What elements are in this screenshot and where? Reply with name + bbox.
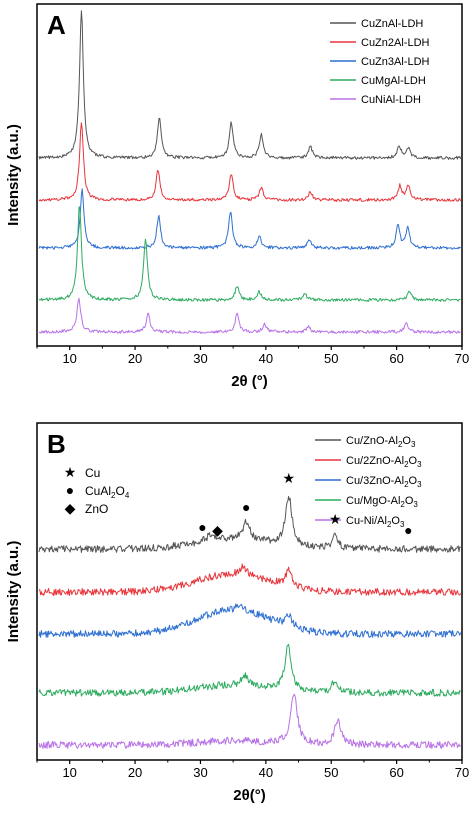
series-legend: CuZnAl-LDH CuZn2Al-LDH CuZn3Al-LDH CuMgAl-L… [330, 18, 430, 106]
series-line-2 [38, 563, 462, 596]
peak-marker: ◆ [212, 522, 223, 538]
series-line-3 [38, 603, 462, 638]
legend-text: Cu/2ZnO-Al [346, 455, 404, 467]
x-tick-label: 70 [455, 765, 469, 780]
legend-subscript: 3 [417, 480, 422, 489]
phase-legend: ★ Cu ● CuAl2O4 ◆ ZnO [64, 464, 130, 516]
phase-symbol: ★ [64, 464, 77, 480]
plot-frame [36, 3, 463, 347]
legend-subscript: 2 [404, 480, 409, 489]
legend-label: Cu/ZnO-Al2O3 [346, 435, 416, 449]
legend-label: CuZn3Al-LDH [361, 56, 430, 68]
legend-subscript: 3 [411, 440, 416, 449]
x-tick-label: 70 [455, 351, 469, 366]
phase-text: ZnO [85, 502, 108, 516]
legend-text: Cu/MgO-Al [346, 495, 400, 507]
x-tick-label: 30 [193, 351, 207, 366]
legend-subscript: 2 [398, 440, 403, 449]
series-line-2 [38, 122, 462, 202]
peak-marker: ★ [282, 470, 295, 486]
legend-text: Cu/ZnO-Al [346, 435, 398, 447]
legend-label: CuNiAl-LDH [361, 94, 421, 106]
legend-subscript: 3 [417, 460, 422, 469]
series-line-4 [38, 206, 461, 302]
legend-text: Cu/3ZnO-Al [346, 475, 404, 487]
y-axis-title: Intensity (a.u.) [5, 124, 22, 226]
x-tick-label: 60 [389, 765, 403, 780]
phase-subscript: 4 [125, 491, 130, 500]
phase-label: Cu [85, 466, 100, 480]
x-tick-label: 50 [324, 765, 338, 780]
x-axis-title: 2θ(°) [233, 787, 265, 804]
peak-marker: ● [198, 519, 206, 535]
x-tick-label: 10 [62, 351, 76, 366]
legend-label: CuZnAl-LDH [361, 18, 423, 30]
legend-subscript: 2 [387, 520, 392, 529]
x-tick-label: 40 [259, 765, 273, 780]
x-tick-label: 30 [193, 765, 207, 780]
peak-marker: ● [404, 522, 412, 538]
legend-subscript: 2 [404, 460, 409, 469]
x-tick-label: 20 [128, 765, 142, 780]
legend-label: Cu/2ZnO-Al2O3 [346, 455, 422, 469]
legend-text: Cu-Ni/Al [346, 515, 387, 527]
x-tick-label: 50 [324, 351, 338, 366]
legend-text: O [402, 435, 411, 447]
phase-symbol: ◆ [65, 500, 76, 516]
x-axis-title: 2θ (°) [231, 373, 268, 390]
plot-frame [36, 422, 463, 761]
y-axis-title: Intensity (a.u.) [5, 541, 22, 643]
series-line-1 [38, 10, 462, 160]
legend-subscript: 3 [400, 520, 405, 529]
phase-text: O [115, 484, 124, 498]
panel-label: A [47, 10, 66, 40]
legend-text: O [409, 475, 418, 487]
legend-label: Cu/MgO-Al2O3 [346, 495, 418, 509]
phase-symbol: ● [66, 482, 74, 498]
phase-subscript: 2 [111, 491, 116, 500]
x-tick-label: 60 [389, 351, 403, 366]
legend-label: Cu/3ZnO-Al2O3 [346, 475, 422, 489]
series-legend: Cu/ZnO-Al2O3Cu/2ZnO-Al2O3Cu/3ZnO-Al2O3Cu… [315, 435, 422, 529]
series-line-1 [38, 495, 461, 553]
peak-marker: ★ [329, 511, 342, 527]
legend-text: O [391, 515, 400, 527]
panel-label: B [47, 429, 66, 459]
legend-subscript: 3 [413, 500, 418, 509]
peak-marker: ● [242, 499, 250, 515]
panel-a: 10 20 30 40 50 60 70 2θ (°) Intensity (a.u.) A CuZ… [5, 3, 469, 390]
phase-text: CuAl [85, 484, 111, 498]
legend-label: CuZn2Al-LDH [361, 37, 430, 49]
x-tick-label: 10 [62, 765, 76, 780]
legend-text: O [409, 455, 418, 467]
phase-label: CuAl2O4 [85, 484, 130, 500]
legend-label: CuMgAl-LDH [361, 75, 426, 87]
phase-label: ZnO [85, 502, 108, 516]
legend-label: Cu-Ni/Al2O3 [346, 515, 405, 529]
x-tick-label: 20 [128, 351, 142, 366]
legend-subscript: 2 [400, 500, 405, 509]
x-tick-label: 40 [259, 351, 273, 366]
panel-b: 10 20 30 40 50 60 70 2θ(°) Intensity (a.u.) B Cu/Z… [5, 422, 469, 804]
series-line-3 [38, 188, 461, 250]
series-line-4 [38, 643, 462, 697]
phase-text: Cu [85, 466, 100, 480]
legend-text: O [405, 495, 414, 507]
series-line-5 [38, 297, 461, 334]
series-line-5 [38, 693, 461, 749]
